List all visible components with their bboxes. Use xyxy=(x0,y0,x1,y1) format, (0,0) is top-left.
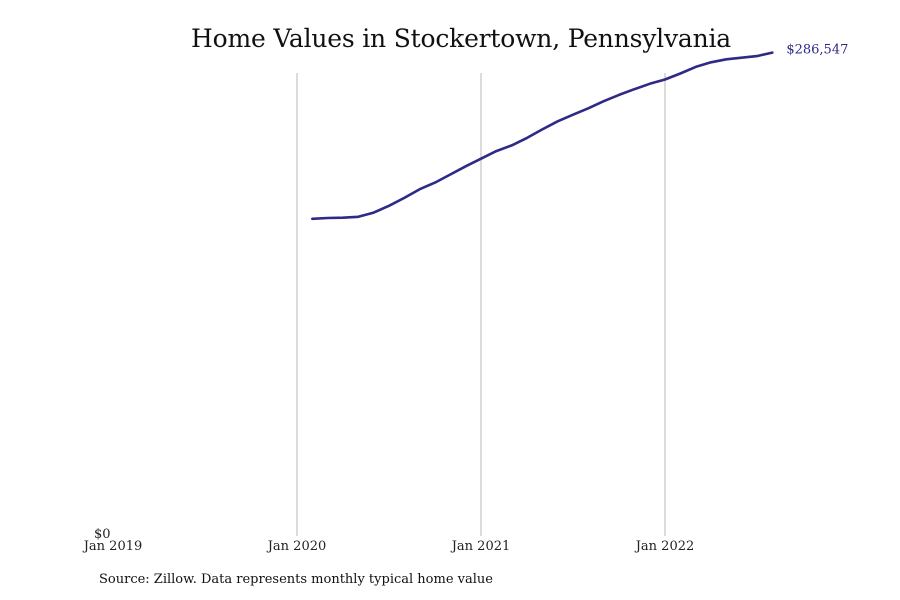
x-tick-label: Jan 2020 xyxy=(266,539,327,554)
x-tick-label: Jan 2022 xyxy=(634,539,695,554)
data-labels: $286,547 xyxy=(786,43,848,58)
chart-title: Home Values in Stockertown, Pennsylvania xyxy=(191,24,731,53)
series-layer xyxy=(311,51,774,221)
grid-lines xyxy=(296,73,666,536)
y-tick-label: $0 xyxy=(94,527,111,542)
x-tick-label: Jan 2021 xyxy=(450,539,511,554)
axis-ticks: Jan 2019 Jan 2020 Jan 2021 Jan 2022 $0 xyxy=(82,527,695,554)
series-line xyxy=(311,51,774,221)
end-value-label: $286,547 xyxy=(786,43,848,58)
x-tick-label: Jan 2019 xyxy=(82,539,143,554)
source-note: Source: Zillow. Data represents monthly … xyxy=(99,572,493,587)
